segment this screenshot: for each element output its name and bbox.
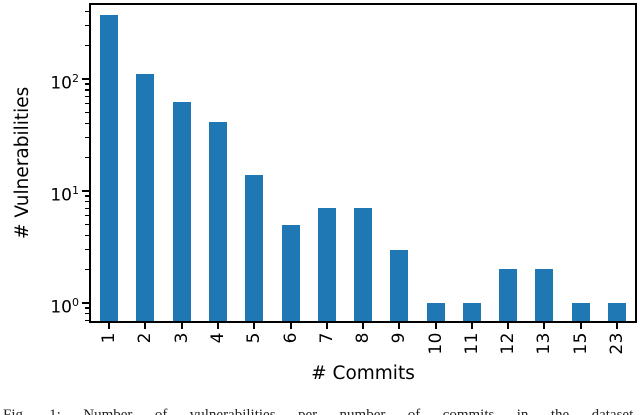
y-minor-tick [85,89,89,91]
y-minor-tick [85,24,89,27]
bar-9 [390,249,409,321]
y-minor-tick [85,215,89,217]
x-tick [144,323,147,329]
y-minor-tick [85,44,89,46]
x-tick-label: 11 [461,332,482,355]
y-minor-tick [85,136,89,139]
x-tick-label: 6 [280,332,301,344]
x-tick-label: 10 [425,332,446,355]
y-minor-tick [85,83,89,85]
x-tick-label: 5 [244,332,265,344]
bar-7 [317,208,336,321]
x-tick-label: 15 [570,332,591,355]
x-tick [434,323,437,329]
y-tick-label: 101 [50,184,79,206]
x-tick-label: 3 [171,332,192,344]
y-minor-tick [85,234,89,237]
x-tick [615,323,618,329]
y-minor-tick [85,268,89,270]
x-tick [543,323,546,329]
bar-11 [462,303,481,321]
x-tick [108,323,111,329]
y-minor-tick [85,224,89,226]
bar-1 [100,15,119,321]
x-tick-label: 7 [316,332,337,344]
y-minor-tick [85,248,89,251]
x-tick [325,323,328,329]
bar-15 [571,303,590,321]
x-tick [253,323,256,329]
y-major-tick [82,302,89,304]
y-minor-tick [85,10,89,13]
bar-5 [245,174,264,321]
x-tick [507,323,510,329]
bar-6 [281,224,300,321]
x-tick [180,323,183,329]
y-minor-tick [85,95,89,97]
y-minor-tick [85,122,89,125]
x-tick-label: 12 [498,332,519,355]
x-tick-label: 8 [353,332,373,344]
x-tick-label: 4 [207,332,228,344]
x-tick [216,323,219,329]
bar-3 [172,102,191,321]
bar-8 [354,208,372,321]
bar-2 [136,74,155,321]
bar-12 [499,269,518,321]
x-tick [470,323,473,329]
x-tick [289,323,292,329]
bar-4 [208,122,227,321]
y-minor-tick [85,195,89,197]
plot-area: 1 2 3 4 5 6 7 8 9 10 11 12 13 15 23 100 101 102 [50,3,637,355]
x-tick [362,323,364,329]
y-minor-tick [85,313,89,315]
x-tick-label: 13 [534,332,555,355]
bar-10 [426,303,445,321]
x-tick-label: 1 [99,332,120,344]
y-tick-label: 102 [50,72,79,94]
y-minor-tick [85,307,89,309]
y-tick-label: 100 [50,296,79,318]
y-minor-tick [85,112,89,114]
y-minor-tick [85,319,89,321]
y-minor-tick [85,156,89,158]
y-axis-label: # Vulnerabilities [12,86,33,240]
y-major-tick [82,190,89,192]
y-minor-tick [85,201,89,203]
x-tick-label: 9 [389,332,410,344]
y-minor-tick [85,207,89,209]
y-major-tick [82,78,89,80]
x-axis-label: # Commits [311,363,415,384]
x-tick-label: 23 [606,332,627,355]
figure-caption: Fig. 1: Number of vulnerabilities per nu… [3,407,637,415]
bar-23 [607,303,626,321]
bar-13 [535,269,554,321]
x-tick [579,323,582,329]
y-minor-tick [85,103,89,105]
x-tick [398,323,401,329]
x-tick-label: 2 [135,332,156,344]
